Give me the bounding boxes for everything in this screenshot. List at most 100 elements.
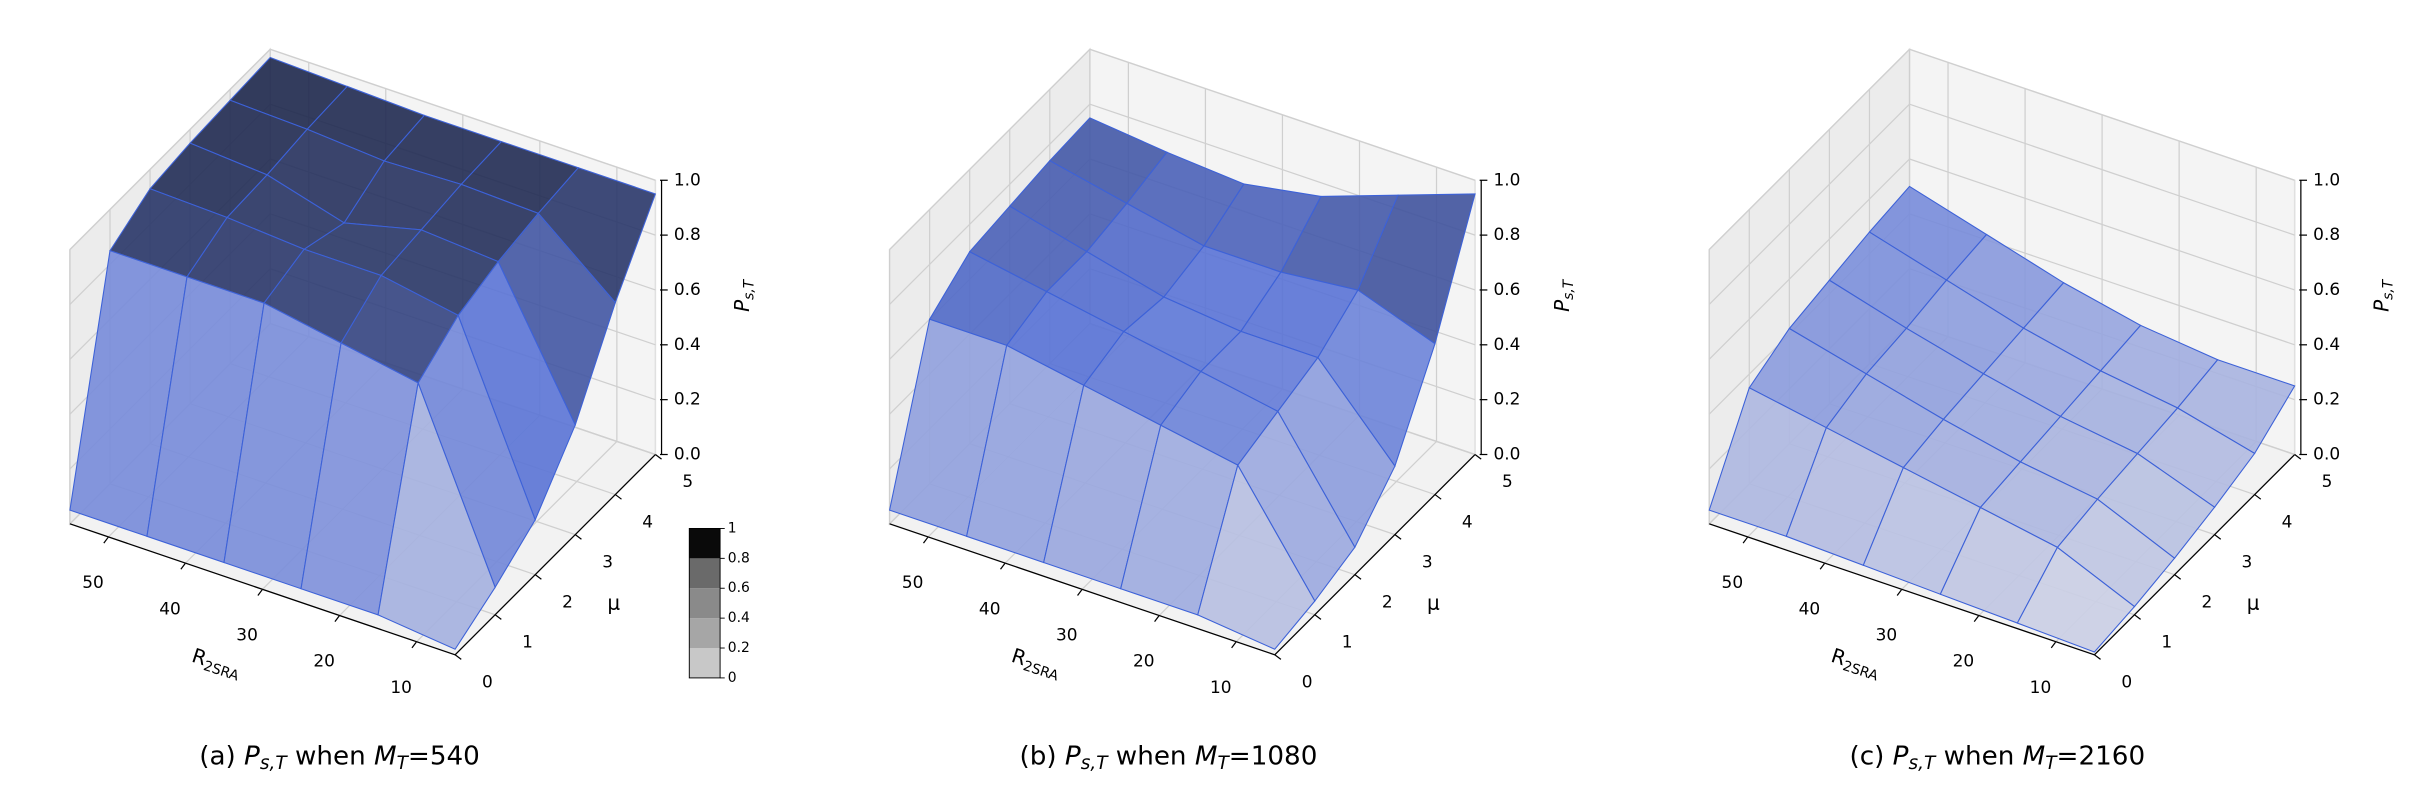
y-tick-label: 3 — [1422, 551, 1433, 571]
x-tick-label: 10 — [2030, 677, 2052, 697]
chart-panel: 10203040500123450.00.20.40.60.81.0R2SRAμ… — [1707, 47, 2397, 774]
x-axis-label: R2SRA — [1008, 643, 1065, 685]
x-label-sub: 2SRA — [1021, 658, 1061, 685]
z-tick-label: 0.2 — [2313, 389, 2340, 409]
y-tick-label: 1 — [2161, 631, 2172, 651]
caption-rest: =1080 — [1229, 741, 1318, 771]
x-axis-label: R2SRA — [188, 643, 245, 685]
caption-var-sub: T — [1217, 753, 1230, 774]
z-axis-label: Ps,T — [1549, 278, 1577, 312]
y-tick — [1474, 454, 1482, 460]
chart-panel: 10203040500123450.00.20.40.60.81.0R2SRAμ… — [68, 47, 758, 774]
z-tick-label: 0.6 — [1494, 279, 1521, 299]
z-label-sub: s,T — [2381, 278, 2397, 300]
caption-symbol: P — [1893, 741, 1909, 771]
caption-middle: when — [1935, 741, 2022, 771]
chart-panel: 10203040500123450.00.20.40.60.81.0R2SRAμ… — [888, 47, 1577, 774]
x-tick-label: 40 — [159, 598, 181, 618]
x-tick — [1231, 641, 1237, 649]
x-tick — [1973, 615, 1980, 623]
x-tick — [1896, 588, 1903, 596]
caption-rest: =2160 — [2057, 741, 2146, 771]
y-tick — [1354, 574, 1362, 580]
z-axis-label: Ps,T — [730, 278, 758, 312]
caption: (c) Ps,T when MT=2160 — [1850, 741, 2146, 774]
x-tick-label: 10 — [390, 677, 412, 697]
x-tick-label: 20 — [313, 651, 335, 671]
colorbar-tick-label: 0.6 — [728, 580, 750, 596]
y-tick-label: 2 — [562, 591, 573, 611]
x-tick — [180, 562, 186, 570]
y-tick-label: 1 — [1342, 631, 1353, 651]
y-tick — [534, 574, 542, 580]
y-tick — [1314, 614, 1322, 620]
colorbar-tick-label: 0.4 — [728, 610, 750, 626]
y-tick — [655, 454, 662, 460]
x-tick — [103, 536, 109, 544]
caption-symbol-sub: s,T — [1081, 753, 1109, 774]
surface-patch — [2016, 546, 2136, 653]
caption-var: M — [2023, 741, 2046, 771]
z-tick-label: 0.4 — [674, 334, 701, 354]
z-axis-label: Ps,T — [2369, 278, 2397, 312]
z-tick-label: 0.0 — [674, 444, 701, 464]
y-tick — [1394, 534, 1402, 540]
x-tick-label: 30 — [236, 625, 258, 645]
y-tick-label: 4 — [642, 511, 653, 531]
y-tick-label: 0 — [482, 672, 493, 692]
grid-line — [270, 48, 656, 181]
x-tick — [1000, 562, 1006, 570]
x-axis-label: R2SRA — [1827, 643, 1884, 685]
x-tick-label: 50 — [902, 572, 924, 592]
x-tick — [334, 615, 341, 623]
x-axis-line — [69, 523, 456, 656]
x-tick-label: 50 — [1722, 572, 1744, 592]
x-tick-label: 30 — [1876, 625, 1898, 645]
caption-middle: when — [287, 741, 374, 771]
grid-line — [1909, 158, 2295, 291]
y-tick-label: 1 — [522, 631, 533, 651]
caption-var: M — [374, 741, 397, 771]
y-tick — [2094, 654, 2101, 660]
x-tick — [411, 641, 418, 649]
colorbar-tick-label: 0.2 — [728, 640, 750, 656]
x-tick-label: 50 — [82, 572, 104, 592]
y-axis-label: μ — [1427, 590, 1440, 614]
colorbar-band — [689, 588, 721, 619]
grid-line — [1089, 48, 1476, 181]
x-tick-label: 20 — [1953, 651, 1975, 671]
grid-line — [1708, 158, 1910, 360]
z-tick-label: 0.4 — [2313, 334, 2340, 354]
caption-symbol-sub: s,T — [1908, 753, 1936, 774]
colorbar-band — [689, 618, 721, 649]
caption-rest: =540 — [408, 741, 480, 771]
y-tick — [1274, 654, 1282, 660]
y-axis-line — [1274, 454, 1476, 656]
z-tick-label: 0.8 — [1494, 224, 1521, 244]
z-tick-label: 0.2 — [1494, 389, 1521, 409]
z-tick-label: 0.8 — [674, 224, 701, 244]
x-tick-label: 20 — [1133, 651, 1155, 671]
grid-line — [889, 103, 1091, 305]
grid-line — [889, 48, 1091, 251]
x-tick — [1154, 615, 1160, 623]
y-tick — [614, 494, 622, 500]
grid-line — [1708, 103, 1910, 305]
z-tick-label: 1.0 — [2313, 169, 2340, 189]
caption: (a) Ps,T when MT=540 — [199, 741, 480, 774]
x-tick-label: 40 — [979, 598, 1001, 618]
y-tick-label: 3 — [2242, 551, 2253, 571]
z-tick-label: 0.0 — [1494, 444, 1521, 464]
grid-line — [69, 48, 271, 251]
y-tick-label: 2 — [1382, 591, 1393, 611]
caption-prefix: (a) — [199, 741, 244, 771]
caption-middle: when — [1107, 741, 1194, 771]
y-tick-label: 3 — [602, 551, 613, 571]
z-tick-label: 1.0 — [1494, 169, 1521, 189]
y-tick-label: 4 — [2282, 511, 2293, 531]
x-axis-line — [889, 523, 1275, 656]
x-tick — [1819, 562, 1826, 570]
colorbar-band — [689, 558, 721, 589]
